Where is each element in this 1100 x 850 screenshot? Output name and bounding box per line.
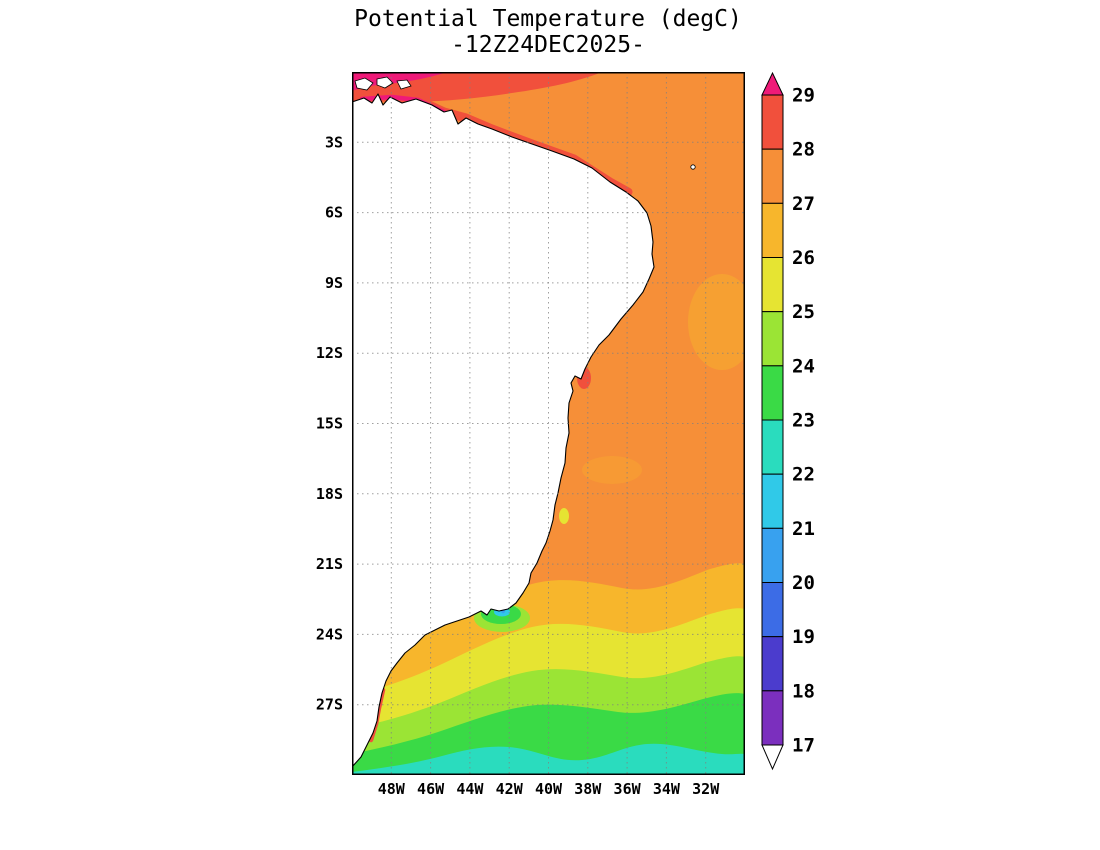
delta-island-3 bbox=[396, 79, 412, 90]
y-axis-label: 12S bbox=[316, 344, 343, 362]
colorbar-tick-label: 23 bbox=[792, 410, 815, 432]
mottle-26-27-c bbox=[582, 456, 642, 484]
colorbar-tick-label: 25 bbox=[792, 301, 815, 323]
colorbar-segment bbox=[761, 419, 784, 475]
cool-patch-18s bbox=[559, 508, 569, 524]
x-axis-label: 48W bbox=[378, 780, 406, 798]
x-axis-label: 32W bbox=[692, 780, 720, 798]
colorbar-tick-label: 19 bbox=[792, 626, 815, 648]
y-axis-label: 9S bbox=[325, 274, 343, 292]
y-axis-label: 24S bbox=[316, 625, 343, 643]
colorbar-tick-label: 18 bbox=[792, 680, 815, 702]
gridlines bbox=[352, 72, 745, 775]
plot-area bbox=[352, 72, 745, 775]
x-axis-label: 34W bbox=[653, 780, 681, 798]
x-axis-label: 40W bbox=[535, 780, 563, 798]
colorbar-tick-label: 24 bbox=[792, 355, 815, 377]
colorbar-segment bbox=[761, 257, 784, 313]
mottle-26-27-b bbox=[688, 274, 745, 370]
x-axis-label: 36W bbox=[614, 780, 642, 798]
colorbar-segment bbox=[761, 690, 784, 746]
colorbar-tick-label: 29 bbox=[792, 85, 815, 107]
offshore-island bbox=[690, 164, 696, 170]
y-axis-label: 3S bbox=[325, 133, 343, 151]
colorbar-segment bbox=[761, 202, 784, 258]
colorbar-segment bbox=[761, 636, 784, 692]
colorbar-segment bbox=[761, 582, 784, 638]
y-axis-label: 18S bbox=[316, 485, 343, 503]
temperature-field bbox=[352, 72, 745, 775]
colorbar-tick-label: 26 bbox=[792, 247, 815, 269]
axis-labels: 48W 46W 44W 42W 40W 38W 36W 34W 32W 3S 6S 9S 12S 15S 1… bbox=[316, 133, 720, 798]
colorbar-segment bbox=[761, 527, 784, 583]
ocean-band-22-23 bbox=[352, 743, 745, 775]
y-axis-label: 6S bbox=[325, 204, 343, 222]
colorbar-segment bbox=[761, 94, 784, 150]
colorbar-tick-label: 17 bbox=[792, 735, 815, 757]
colorbar-segment bbox=[761, 311, 784, 367]
landmass-brazil bbox=[352, 93, 655, 768]
colorbar-tick-label: 28 bbox=[792, 139, 815, 161]
colorbar-tick-label: 21 bbox=[792, 518, 815, 540]
colorbar-segment bbox=[761, 365, 784, 421]
colorbar-segment bbox=[761, 473, 784, 529]
y-axis-label: 21S bbox=[316, 555, 343, 573]
chart-subtitle: -12Z24DEC2025- bbox=[451, 32, 645, 58]
y-axis-label: 15S bbox=[316, 415, 343, 433]
delta-island-2 bbox=[376, 76, 394, 89]
colorbar-tick-label: 20 bbox=[792, 572, 815, 594]
colorbar-tick-label: 22 bbox=[792, 464, 815, 486]
colorbar-arrow-above-max bbox=[761, 71, 784, 96]
x-axis-label: 38W bbox=[574, 780, 602, 798]
y-axis-label: 27S bbox=[316, 696, 343, 714]
plot-border bbox=[352, 72, 745, 775]
x-axis-label: 42W bbox=[496, 780, 524, 798]
delta-island-1 bbox=[354, 77, 374, 91]
colorbar-segment bbox=[761, 148, 784, 204]
chart-title: Potential Temperature (degC) bbox=[354, 6, 742, 32]
x-axis-label: 46W bbox=[417, 780, 445, 798]
colorbar-arrow-below-min bbox=[761, 744, 784, 771]
colorbar: 29 28 27 26 25 24 23 22 21 20 19 18 17 bbox=[761, 71, 815, 771]
x-axis-label: 44W bbox=[456, 780, 484, 798]
colorbar-tick-label: 27 bbox=[792, 193, 815, 215]
